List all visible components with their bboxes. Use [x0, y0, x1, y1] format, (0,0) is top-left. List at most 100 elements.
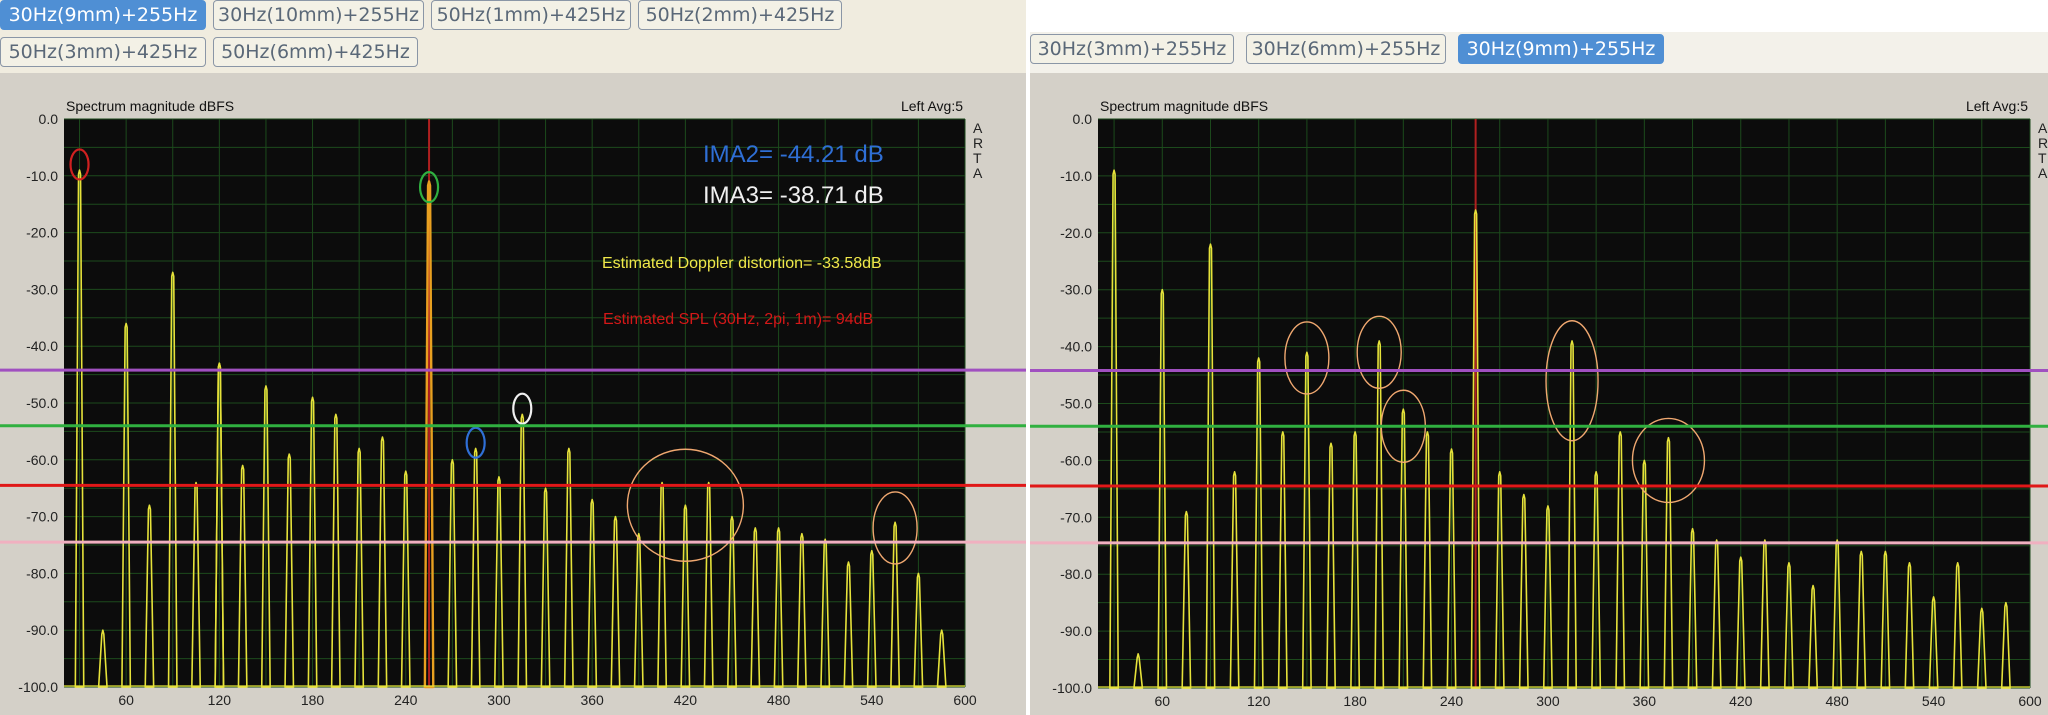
- left-arta-letter: A: [973, 120, 983, 136]
- left-tab-3[interactable]: 50Hz(1mm)+425Hz: [431, 0, 631, 30]
- left-peak: [587, 498, 598, 688]
- left-x-tick: 540: [860, 692, 884, 708]
- right-peak: [1639, 459, 1650, 689]
- left-x-tick: 180: [301, 692, 325, 708]
- left-peak: [423, 180, 435, 689]
- right-highlight-ellipse: [1284, 321, 1330, 395]
- right-x-tick: 600: [2018, 693, 2042, 709]
- right-y-tick: -90.0: [1060, 623, 1092, 639]
- right-peak: [1880, 550, 1891, 689]
- left-peak: [74, 169, 85, 688]
- left-channel-label: Left Avg:5: [901, 98, 963, 114]
- right-peak: [1904, 562, 1915, 689]
- right-peak: [1133, 653, 1144, 689]
- left-y-tick: -50.0: [26, 395, 58, 411]
- left-peak: [796, 532, 807, 688]
- left-peak: [377, 436, 388, 688]
- right-y-tick: -80.0: [1060, 566, 1092, 582]
- right-arta-letter: R: [2038, 135, 2048, 151]
- right-x-tick: 480: [1825, 693, 1849, 709]
- right-arta-letter: T: [2038, 150, 2047, 166]
- left-marker-circle: [512, 392, 533, 425]
- right-peak: [1350, 431, 1361, 689]
- right-x-tick: 300: [1536, 693, 1560, 709]
- left-x-tick: 360: [580, 692, 604, 708]
- right-peak: [1398, 408, 1409, 689]
- left-x-tick: 60: [118, 692, 134, 708]
- right-peak: [1301, 351, 1312, 689]
- left-peak: [773, 527, 784, 688]
- right-peak: [2000, 601, 2011, 689]
- right-peak: [1567, 340, 1578, 689]
- left-peak: [307, 396, 318, 688]
- right-peak: [1783, 562, 1794, 689]
- right-y-tick: -40.0: [1060, 339, 1092, 355]
- left-y-tick: -90.0: [26, 622, 58, 638]
- left-x-tick: 240: [394, 692, 418, 708]
- left-y-tick: -70.0: [26, 509, 58, 525]
- right-peak: [1808, 584, 1819, 689]
- left-tab-4[interactable]: 50Hz(2mm)+425Hz: [638, 0, 842, 30]
- left-x-tick: 480: [767, 692, 791, 708]
- right-title: Spectrum magnitude dBFS: [1100, 98, 1268, 114]
- left-peak: [121, 322, 132, 688]
- right-top-strip: [1030, 0, 2048, 32]
- left-x-tick: 420: [674, 692, 698, 708]
- left-peak: [97, 629, 108, 688]
- left-peak: [400, 470, 411, 688]
- left-y-tick: -100.0: [18, 679, 58, 695]
- left-peak: [563, 447, 574, 688]
- left-peak: [354, 447, 365, 688]
- left-peak: [470, 447, 481, 688]
- right-y-tick: -70.0: [1060, 509, 1092, 525]
- right-y-tick: -60.0: [1060, 452, 1092, 468]
- left-peak: [284, 453, 295, 688]
- right-tab-3[interactable]: 30Hz(9mm)+255Hz: [1458, 34, 1664, 64]
- right-peak: [1615, 431, 1626, 689]
- right-grid: [1098, 118, 2031, 689]
- right-peak: [1518, 493, 1529, 689]
- right-peak: [1422, 431, 1433, 689]
- right-y-tick: -50.0: [1060, 396, 1092, 412]
- left-title: Spectrum magnitude dBFS: [66, 98, 234, 114]
- left-y-tick: -30.0: [26, 281, 58, 297]
- left-peak: [843, 561, 854, 688]
- left-y-tick: -80.0: [26, 565, 58, 581]
- right-peak: [1253, 357, 1264, 689]
- right-y-tick: -10.0: [1060, 168, 1092, 184]
- left-peak: [330, 413, 341, 688]
- right-peak: [1374, 340, 1385, 689]
- left-peak: [517, 413, 528, 688]
- left-tab-1[interactable]: 30Hz(9mm)+255Hz: [0, 0, 206, 30]
- left-annotation-doppler: Estimated Doppler distortion= -33.58dB: [602, 255, 882, 272]
- right-peak: [1976, 607, 1987, 689]
- left-panel: 30Hz(9mm)+255Hz 30Hz(10mm)+255Hz 50Hz(1mm)…: [0, 0, 1026, 715]
- right-x-tick: 120: [1247, 693, 1271, 709]
- left-arta-letter: R: [973, 135, 983, 151]
- right-peak: [1687, 527, 1698, 689]
- left-y-tick: -60.0: [26, 452, 58, 468]
- right-peak: [1205, 243, 1216, 689]
- left-annotation-ima3: IMA3= -38.71 dB: [703, 182, 884, 209]
- left-tab-5[interactable]: 50Hz(3mm)+425Hz: [0, 37, 206, 67]
- left-tab-6[interactable]: 50Hz(6mm)+425Hz: [213, 37, 418, 67]
- left-x-tick: 120: [208, 692, 232, 708]
- left-peak: [680, 504, 691, 688]
- left-y-tick: 0.0: [39, 111, 59, 127]
- right-y-tick: -20.0: [1060, 225, 1092, 241]
- left-arta-letter: T: [973, 150, 982, 166]
- left-peak: [447, 459, 458, 688]
- left-series: [64, 169, 965, 689]
- left-y-tick: -20.0: [26, 225, 58, 241]
- right-peak: [1591, 470, 1602, 689]
- left-peak: [726, 515, 737, 688]
- right-arta-letter: A: [2038, 165, 2048, 181]
- left-tab-2[interactable]: 30Hz(10mm)+255Hz: [213, 0, 424, 30]
- right-highlight-ellipse: [1356, 315, 1402, 389]
- right-x-tick: 60: [1154, 693, 1170, 709]
- right-tab-1[interactable]: 30Hz(3mm)+255Hz: [1030, 34, 1234, 64]
- right-tab-2[interactable]: 30Hz(6mm)+255Hz: [1246, 34, 1446, 64]
- left-peak: [260, 385, 271, 688]
- left-peak: [540, 487, 551, 688]
